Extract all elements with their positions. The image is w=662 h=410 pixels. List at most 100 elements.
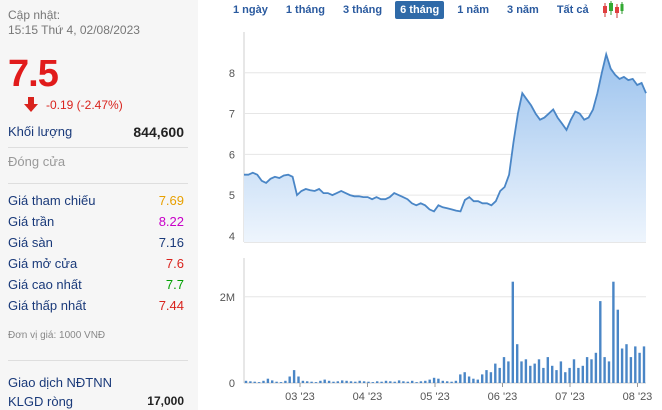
tab-period[interactable]: 6 tháng	[395, 1, 445, 19]
volume-bar	[367, 381, 370, 383]
volume-bar	[380, 381, 383, 383]
volume-bar	[323, 379, 326, 383]
volume-bar	[319, 380, 322, 383]
x-tick-label: 03 '23	[285, 391, 315, 403]
stat-value: 7.6	[165, 256, 184, 271]
volume-bar	[463, 372, 466, 383]
volume-bar	[424, 380, 427, 383]
volume-value: 844,600	[133, 124, 184, 140]
volume-bar	[349, 381, 353, 383]
volume-bar	[467, 376, 471, 383]
volume-bar	[384, 380, 388, 383]
y-tick-label: 8	[229, 68, 235, 80]
x-tick-label: 07 '23	[555, 391, 585, 403]
volume-bar	[310, 381, 313, 383]
tab-period[interactable]: 1 tháng	[285, 4, 325, 16]
current-price: 7.5	[8, 53, 59, 95]
volume-bar	[446, 381, 449, 383]
volume-bar	[524, 359, 528, 383]
volume-bar	[537, 359, 541, 383]
updated-label: Cập nhật:	[8, 8, 61, 22]
foreign-trade-title: Giao dịch NĐTNN	[8, 375, 113, 390]
tab-period[interactable]: Tất cả	[556, 4, 589, 16]
volume-bar	[432, 377, 436, 383]
price-area-fill	[244, 54, 646, 243]
volume-bar	[616, 309, 619, 383]
stat-value: 7.7	[165, 277, 184, 292]
volume-bar	[516, 344, 519, 383]
volume-tick-label: 2M	[220, 292, 235, 304]
volume-bar	[397, 380, 401, 383]
tab-period[interactable]: 1 ngày	[233, 4, 268, 16]
tab-period[interactable]: 3 tháng	[342, 4, 383, 16]
stat-label: Giá cao nhất	[8, 277, 82, 292]
volume-bar	[533, 363, 536, 383]
volume-bar	[629, 357, 633, 383]
tab-period[interactable]: 3 năm	[507, 4, 539, 16]
volume-bar	[301, 380, 305, 383]
tab-period[interactable]: 1 năm	[457, 4, 490, 16]
volume-bar	[607, 361, 611, 383]
volume-bar	[415, 382, 418, 383]
stat-value: 7.69	[158, 193, 184, 208]
volume-bar	[389, 381, 392, 383]
volume-bar	[494, 363, 497, 383]
net-volume-label: KLGD ròng	[8, 394, 74, 409]
volume-bar	[599, 301, 602, 383]
volume-bar	[284, 380, 287, 383]
volume-bar	[257, 382, 261, 383]
volume-bar	[551, 365, 554, 383]
stock-info-panel: Cập nhật: 15:15 Thứ 4, 02/08/2023 7.5 -0…	[0, 0, 198, 410]
volume-bar	[511, 281, 514, 383]
volume-bar	[262, 380, 265, 383]
volume-bar	[542, 367, 545, 383]
volume-bar	[472, 378, 475, 383]
candlestick-icon[interactable]	[602, 1, 624, 19]
y-tick-label: 4	[229, 231, 235, 243]
divider	[8, 183, 188, 184]
volume-bar	[288, 376, 291, 383]
volume-bar	[275, 381, 278, 383]
volume-bar	[603, 357, 606, 383]
volume-bar	[376, 381, 379, 383]
volume-bar	[358, 380, 361, 383]
x-tick-label: 04 '23	[353, 391, 383, 403]
stat-value: 7.16	[158, 235, 184, 250]
volume-bar	[253, 381, 256, 383]
volume-bar	[577, 367, 580, 383]
down-arrow-icon	[24, 97, 38, 113]
volume-bar	[634, 346, 637, 383]
stat-label: Giá sàn	[8, 235, 53, 250]
volume-bar	[362, 381, 366, 383]
volume-row: Khối lượng 844,600	[8, 124, 184, 140]
volume-tick-label: 0	[229, 378, 235, 390]
y-tick-label: 7	[229, 109, 235, 121]
volume-bar	[572, 359, 576, 383]
volume-bar	[612, 281, 615, 383]
volume-bar	[437, 378, 440, 383]
volume-bar	[419, 381, 423, 383]
volume-bar	[354, 381, 357, 383]
updated-time: 15:15 Thứ 4, 02/08/2023	[8, 23, 140, 37]
volume-bar	[266, 378, 270, 383]
volume-bar	[336, 381, 339, 383]
x-tick-label: 08 '23	[623, 391, 653, 403]
volume-bar	[459, 374, 462, 383]
stat-label: Giá mở cửa	[8, 256, 78, 271]
x-tick-label: 05 '23	[420, 391, 450, 403]
close-label: Đóng cửa	[8, 154, 66, 169]
volume-bar	[402, 381, 405, 383]
volume-bar	[638, 352, 641, 383]
volume-bar	[297, 376, 300, 383]
stat-label: Giá tham chiếu	[8, 193, 96, 208]
volume-bar	[507, 361, 510, 383]
volume-bar	[485, 370, 488, 383]
volume-bar	[481, 374, 484, 383]
volume-bar	[520, 361, 523, 383]
volume-bar	[620, 348, 624, 383]
volume-bar	[594, 352, 598, 383]
price-change-value: -0.19 (-2.47%)	[46, 98, 123, 112]
volume-bar	[327, 380, 331, 383]
volume-bar	[428, 379, 431, 383]
volume-bar	[450, 381, 453, 383]
